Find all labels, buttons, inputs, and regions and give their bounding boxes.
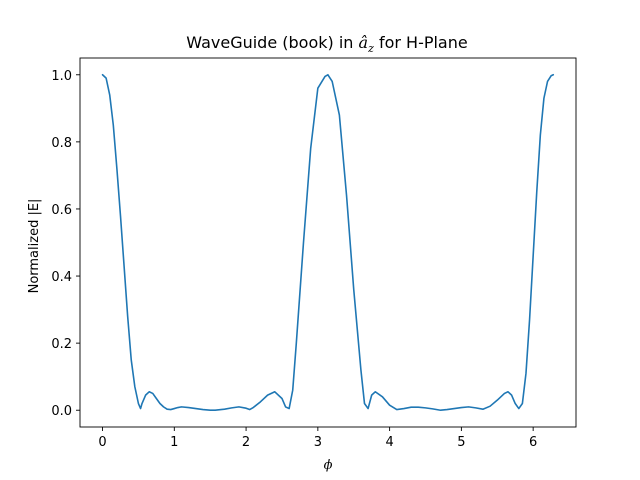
axes-frame (79, 57, 577, 428)
y-tick-label: 0.0 (51, 404, 72, 419)
y-tick-label: 0.6 (51, 203, 72, 218)
y-tick-label: 0.2 (51, 337, 72, 352)
series-line-0 (101, 73, 555, 412)
x-tick-label: 0 (98, 435, 106, 450)
x-tick-label: 6 (529, 435, 537, 450)
x-tick-label: 4 (385, 435, 393, 450)
x-tick-label: 5 (457, 435, 465, 450)
title-symbol: â (359, 33, 369, 52)
x-axis-label: ϕ (324, 458, 333, 473)
title-suffix: for H-Plane (374, 33, 468, 52)
plot-area: 0 1 2 3 4 5 6 0.0 0.2 0.4 0.6 0.8 1.0 (51, 57, 577, 450)
y-axis-label: Normalized |E| (27, 199, 42, 294)
chart-title: WaveGuide (book) in âz for H-Plane (186, 33, 467, 55)
x-tick-label: 1 (170, 435, 178, 450)
y-tick-label: 1.0 (51, 69, 72, 84)
title-subscript: z (367, 42, 374, 55)
x-tick-label: 3 (314, 435, 322, 450)
y-tick-label: 0.4 (51, 270, 72, 285)
y-tick-label: 0.8 (51, 136, 72, 151)
x-tick-label: 2 (242, 435, 250, 450)
